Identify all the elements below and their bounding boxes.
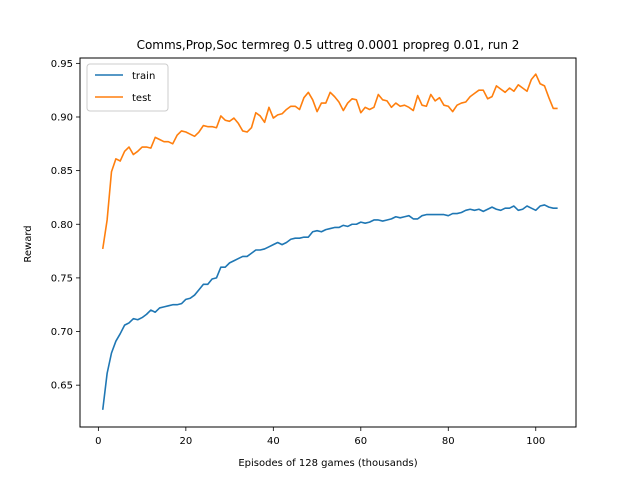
y-tick-label: 0.70 xyxy=(51,327,73,338)
x-tick-label: 80 xyxy=(442,436,455,447)
y-axis-ticks: 0.65 0.70 0.75 0.80 0.85 0.90 0.95 xyxy=(51,59,80,392)
series-line-test xyxy=(101,73,558,250)
plot-area xyxy=(79,57,577,428)
y-tick-label: 0.75 xyxy=(51,273,73,284)
x-tick-label: 0 xyxy=(95,436,101,447)
y-tick-label: 0.85 xyxy=(51,166,73,177)
y-axis-label: Reward xyxy=(23,225,34,262)
series-layer xyxy=(101,73,558,410)
x-tick-label: 20 xyxy=(179,436,192,447)
legend: train test xyxy=(86,63,169,112)
legend-label-train: train xyxy=(132,71,155,82)
x-axis-ticks: 0 20 40 60 80 100 xyxy=(95,427,545,447)
y-tick-label: 0.80 xyxy=(51,220,73,231)
y-tick-label: 0.65 xyxy=(51,381,73,392)
axes-frame xyxy=(79,57,577,428)
series-line-train xyxy=(101,204,558,410)
legend-label-test: test xyxy=(132,93,151,104)
x-tick-label: 40 xyxy=(267,436,280,447)
x-tick-label: 100 xyxy=(526,436,545,447)
y-tick-label: 0.90 xyxy=(51,112,73,123)
x-axis-label: Episodes of 128 games (thousands) xyxy=(238,458,417,469)
legend-box xyxy=(86,63,169,112)
x-tick-label: 60 xyxy=(354,436,367,447)
chart-title: Comms,Prop,Soc termreg 0.5 uttreg 0.0001… xyxy=(137,38,520,52)
y-tick-label: 0.95 xyxy=(51,59,73,70)
